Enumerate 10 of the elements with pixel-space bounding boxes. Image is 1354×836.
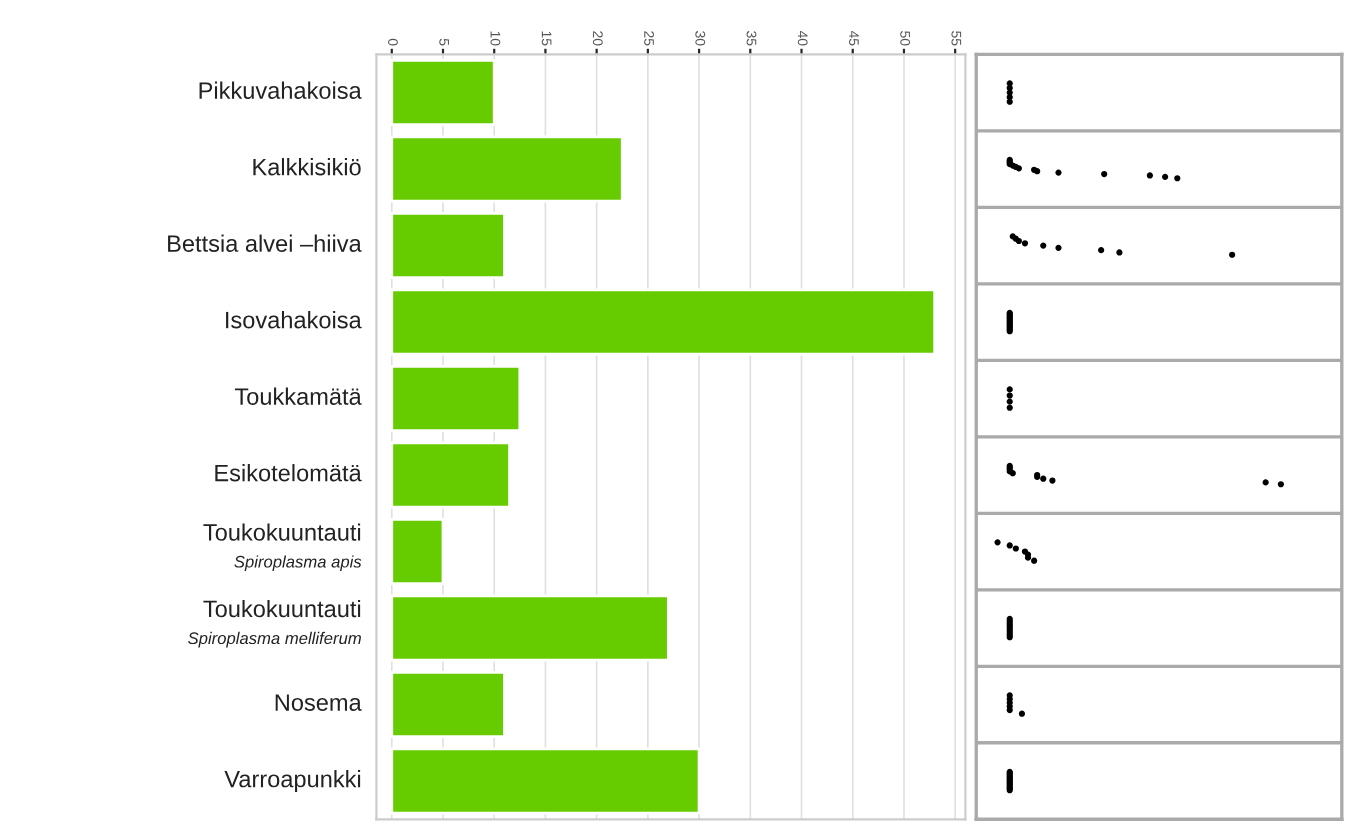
- y-tick-label: Varroapunkki: [224, 770, 361, 793]
- y-tick-label: Toukkamätä: [234, 387, 362, 405]
- y-tick-label: Esikotelomätä: [215, 464, 362, 482]
- y-tick-label: Bettsia alvei –hiiva: [168, 234, 362, 252]
- y-tick-label: Kalkkisikiö: [253, 158, 361, 176]
- y-tick-label: Toukokuuntauti Spiroplasma apis: [203, 523, 362, 571]
- y-tick-label: Nosema: [275, 694, 362, 711]
- y-tick-label: Toukokuuntauti Spiroplasma melliferum: [188, 599, 361, 648]
- y-tick-label: Isovahakoisa: [226, 311, 362, 329]
- y-tick-label: Pikkuvahakoisa: [199, 81, 362, 99]
